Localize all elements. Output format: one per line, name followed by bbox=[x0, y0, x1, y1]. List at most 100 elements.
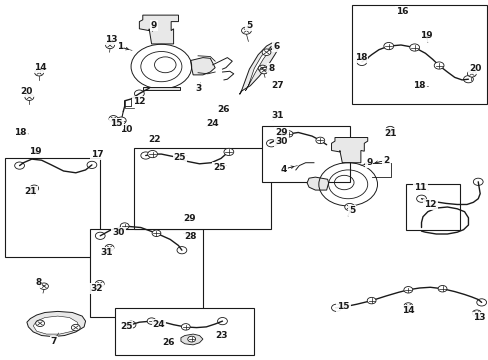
Bar bbox=[5, 158, 100, 257]
Text: 20: 20 bbox=[20, 87, 33, 96]
Text: 14: 14 bbox=[34, 63, 46, 72]
Circle shape bbox=[315, 137, 324, 144]
Text: 25: 25 bbox=[120, 323, 132, 331]
Circle shape bbox=[366, 297, 375, 304]
Text: 6: 6 bbox=[273, 42, 279, 51]
Circle shape bbox=[181, 324, 190, 330]
Text: 13: 13 bbox=[105, 35, 118, 44]
Text: 30: 30 bbox=[274, 136, 287, 145]
Circle shape bbox=[147, 150, 157, 158]
Text: 27: 27 bbox=[271, 81, 284, 90]
Circle shape bbox=[109, 116, 118, 122]
Text: 22: 22 bbox=[147, 135, 160, 144]
Polygon shape bbox=[33, 316, 79, 334]
Bar bbox=[115, 308, 254, 355]
Circle shape bbox=[152, 230, 161, 237]
Text: 18: 18 bbox=[354, 53, 366, 62]
Circle shape bbox=[30, 185, 39, 192]
Circle shape bbox=[116, 117, 126, 124]
Text: 18: 18 bbox=[14, 128, 27, 137]
Text: 15: 15 bbox=[336, 302, 349, 311]
Polygon shape bbox=[306, 177, 328, 190]
Text: 3: 3 bbox=[195, 84, 201, 93]
Circle shape bbox=[344, 203, 354, 211]
Text: 28: 28 bbox=[184, 233, 197, 241]
Circle shape bbox=[187, 336, 195, 342]
Text: 16: 16 bbox=[395, 7, 407, 16]
Text: 13: 13 bbox=[472, 313, 485, 322]
Circle shape bbox=[95, 280, 104, 287]
Circle shape bbox=[36, 320, 44, 327]
Circle shape bbox=[105, 244, 114, 251]
Text: 31: 31 bbox=[100, 248, 113, 257]
Circle shape bbox=[120, 223, 129, 229]
Polygon shape bbox=[27, 311, 85, 337]
Circle shape bbox=[383, 42, 393, 50]
Text: 25: 25 bbox=[212, 163, 225, 172]
Circle shape bbox=[385, 126, 394, 133]
Bar bbox=[134, 148, 271, 229]
Circle shape bbox=[147, 318, 156, 324]
Circle shape bbox=[105, 42, 114, 49]
Circle shape bbox=[259, 67, 268, 74]
Circle shape bbox=[403, 287, 412, 293]
Polygon shape bbox=[245, 46, 271, 91]
Text: 31: 31 bbox=[271, 111, 284, 120]
Text: 15: 15 bbox=[110, 118, 122, 127]
Text: 4: 4 bbox=[280, 165, 286, 174]
Text: 9: 9 bbox=[150, 21, 157, 30]
Text: 29: 29 bbox=[274, 128, 287, 137]
Circle shape bbox=[258, 65, 266, 72]
Text: 8: 8 bbox=[268, 64, 274, 73]
Bar bbox=[261, 126, 349, 182]
Circle shape bbox=[25, 94, 34, 100]
Text: 5: 5 bbox=[348, 206, 354, 215]
Polygon shape bbox=[139, 15, 178, 44]
Circle shape bbox=[471, 310, 480, 316]
Polygon shape bbox=[331, 138, 367, 163]
Text: 2: 2 bbox=[383, 156, 388, 165]
Text: 19: 19 bbox=[29, 147, 41, 156]
Circle shape bbox=[467, 71, 475, 77]
Bar bbox=[90, 229, 203, 317]
Text: 24: 24 bbox=[152, 320, 165, 329]
Text: 24: 24 bbox=[206, 118, 219, 127]
Circle shape bbox=[403, 303, 412, 309]
Text: 7: 7 bbox=[50, 337, 57, 346]
Polygon shape bbox=[142, 87, 180, 90]
Bar bbox=[405, 184, 459, 230]
Text: 29: 29 bbox=[183, 214, 196, 223]
Text: 5: 5 bbox=[246, 21, 252, 30]
Text: 25: 25 bbox=[173, 153, 186, 162]
Text: 23: 23 bbox=[214, 331, 227, 340]
Text: 17: 17 bbox=[91, 150, 104, 158]
Circle shape bbox=[40, 283, 48, 289]
Polygon shape bbox=[190, 58, 215, 75]
Text: 9: 9 bbox=[365, 158, 372, 167]
Text: 11: 11 bbox=[413, 184, 426, 192]
Text: 12: 12 bbox=[133, 97, 145, 106]
Polygon shape bbox=[181, 334, 203, 345]
Text: 32: 32 bbox=[90, 284, 103, 293]
Circle shape bbox=[284, 131, 292, 137]
Text: 14: 14 bbox=[401, 306, 414, 315]
Circle shape bbox=[71, 324, 80, 331]
Text: 26: 26 bbox=[217, 105, 230, 114]
Text: 8: 8 bbox=[35, 278, 41, 287]
Text: 21: 21 bbox=[383, 129, 396, 138]
Circle shape bbox=[433, 62, 443, 69]
Bar bbox=[351, 5, 486, 104]
Circle shape bbox=[409, 44, 419, 51]
Circle shape bbox=[262, 49, 270, 55]
Text: 10: 10 bbox=[120, 125, 132, 134]
Circle shape bbox=[35, 69, 43, 76]
Circle shape bbox=[241, 27, 251, 34]
Text: 30: 30 bbox=[112, 228, 124, 237]
Circle shape bbox=[224, 148, 233, 156]
Circle shape bbox=[437, 285, 446, 292]
Text: 1: 1 bbox=[117, 42, 122, 51]
Text: 12: 12 bbox=[423, 200, 436, 209]
Polygon shape bbox=[239, 42, 277, 94]
Text: 21: 21 bbox=[24, 187, 37, 196]
Text: 19: 19 bbox=[419, 31, 432, 40]
